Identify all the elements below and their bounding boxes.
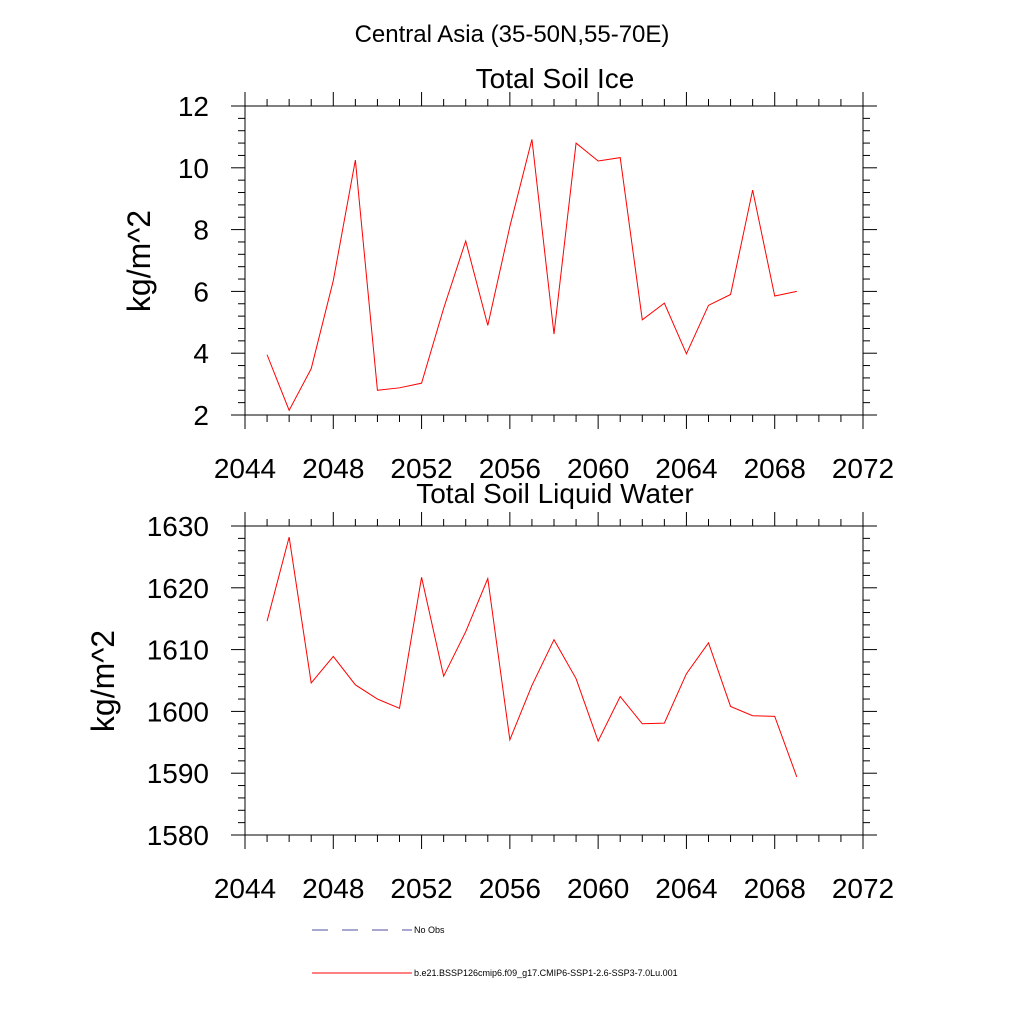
y-tick-label: 4 — [193, 338, 209, 369]
y-axis-label: kg/m^2 — [85, 630, 121, 732]
x-tick-label: 2068 — [744, 873, 806, 904]
x-tick-label: 2056 — [479, 453, 541, 484]
y-tick-label: 8 — [193, 215, 209, 246]
x-tick-label: 2048 — [302, 873, 364, 904]
figure-main-title: Central Asia (35-50N,55-70E) — [355, 21, 670, 48]
x-tick-label: 2044 — [214, 453, 276, 484]
legend-label-model: b.e21.BSSP126cmip6.f09_g17.CMIP6-SSP1-2.… — [414, 968, 678, 978]
x-tick-label: 2044 — [214, 873, 276, 904]
plot-frame — [244, 105, 864, 416]
x-tick-label: 2072 — [832, 453, 894, 484]
y-tick-label: 1610 — [147, 635, 209, 666]
y-tick-label: 1590 — [147, 758, 209, 789]
x-tick-label: 2072 — [832, 873, 894, 904]
x-tick-label: 2064 — [655, 453, 717, 484]
x-tick-label: 2052 — [390, 873, 452, 904]
series-line — [266, 139, 797, 412]
y-tick-label: 1580 — [147, 820, 209, 851]
x-tick-label: 2060 — [567, 873, 629, 904]
x-tick-label: 2060 — [567, 453, 629, 484]
y-tick-label: 1620 — [147, 573, 209, 604]
series-line — [266, 536, 798, 778]
plot-frame — [244, 525, 864, 836]
panel-total-soil-ice: Total Soil Ice kg/m^2 2 4 6 8 10 12 2044 2048 20… — [121, 63, 894, 484]
y-tick-label: 10 — [178, 153, 209, 184]
y-tick-label: 6 — [193, 276, 209, 307]
panel-total-soil-liquid-water: Total Soil Liquid Water kg/m^2 1580 1590 1… — [85, 478, 894, 904]
y-axis-label: kg/m^2 — [121, 210, 157, 312]
y-tick-label: 1630 — [147, 511, 209, 542]
legend-label-no-obs: No Obs — [414, 925, 445, 935]
x-tick-label: 2068 — [744, 453, 806, 484]
x-tick-label: 2048 — [302, 453, 364, 484]
y-tick-label: 12 — [178, 91, 209, 122]
x-tick-label: 2064 — [655, 873, 717, 904]
x-tick-label: 2052 — [390, 453, 452, 484]
panel-title: Total Soil Ice — [476, 63, 635, 94]
y-tick-label: 1600 — [147, 696, 209, 727]
x-tick-label: 2056 — [479, 873, 541, 904]
panel-title: Total Soil Liquid Water — [416, 478, 694, 509]
legend: No Obs b.e21.BSSP126cmip6.f09_g17.CMIP6-… — [312, 925, 678, 978]
y-tick-label: 2 — [193, 400, 209, 431]
